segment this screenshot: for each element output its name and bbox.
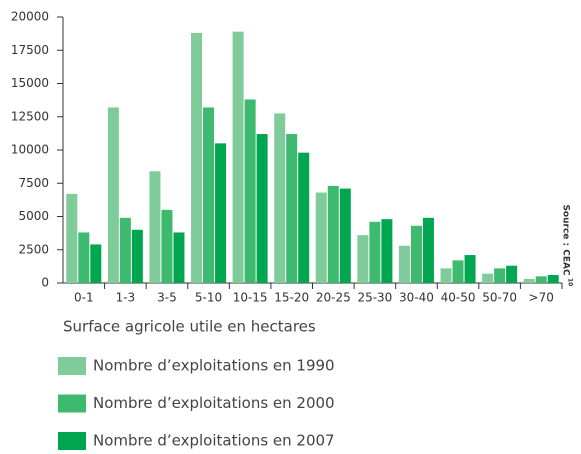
x-tick-label: 15-20 [274, 291, 309, 305]
bar [381, 219, 393, 283]
x-tick-label: 30-40 [399, 291, 434, 305]
legend-swatch [58, 357, 86, 375]
bar [422, 217, 434, 283]
bar [506, 265, 518, 283]
bar [286, 134, 298, 283]
legend-swatch [58, 394, 86, 413]
y-tick-label: 10000 [11, 143, 49, 157]
bar [357, 235, 369, 283]
bar [173, 232, 185, 283]
x-tick-label: 50-70 [482, 291, 517, 305]
x-tick-label: >70 [529, 291, 554, 305]
bar [298, 152, 310, 283]
y-tick-label: 15000 [11, 76, 49, 90]
legend-label: Nombre d’exploitations en 2007 [93, 432, 335, 450]
y-tick-label: 17500 [11, 43, 49, 57]
bar [256, 134, 268, 283]
bar [149, 171, 161, 283]
bar [119, 217, 131, 283]
x-axis-label: Surface agricole utile en hectares [63, 318, 316, 336]
bar [203, 107, 215, 283]
bar [315, 192, 327, 283]
bar [369, 221, 381, 283]
bar [131, 229, 143, 283]
y-tick-label: 5000 [18, 209, 49, 223]
y-tick-label: 7500 [18, 176, 49, 190]
x-tick-label: 5-10 [195, 291, 222, 305]
bar [523, 279, 535, 283]
y-tick-label: 2500 [18, 242, 49, 256]
bar [66, 193, 78, 283]
legend-swatch [58, 432, 86, 450]
bar [191, 32, 203, 284]
y-tick-label: 20000 [11, 10, 49, 24]
legend-label: Nombre d’exploitations en 1990 [93, 357, 335, 375]
bar [107, 107, 119, 283]
x-tick-label: 3-5 [157, 291, 177, 305]
x-tick-label: 10-15 [233, 291, 268, 305]
bar [244, 99, 256, 284]
bar [452, 260, 464, 283]
bar [78, 232, 90, 283]
bar [274, 113, 286, 283]
source-note: 10 [567, 278, 574, 286]
y-tick-label: 0 [41, 276, 49, 290]
bar [215, 143, 227, 283]
x-tick-label: 0-1 [74, 291, 94, 305]
x-tick-label: 25-30 [357, 291, 392, 305]
bar [398, 245, 410, 283]
x-tick-label: 1-3 [116, 291, 136, 305]
bar [547, 275, 559, 283]
bar [494, 268, 506, 283]
bar [161, 209, 173, 283]
bar [232, 31, 244, 283]
x-tick-label: 20-25 [316, 291, 351, 305]
source-group: Source : CEAC 10 [561, 204, 574, 286]
bar [482, 273, 494, 283]
bar [90, 244, 102, 283]
bar [440, 268, 452, 283]
bar [339, 188, 351, 283]
x-tick-label: 40-50 [441, 291, 476, 305]
source: Source : CEAC [561, 204, 571, 276]
bar [535, 276, 547, 283]
legend-label: Nombre d’exploitations en 2000 [93, 394, 335, 412]
bar [464, 255, 476, 283]
bar [327, 185, 339, 283]
y-tick-label: 12500 [11, 109, 49, 123]
bar [410, 225, 422, 283]
